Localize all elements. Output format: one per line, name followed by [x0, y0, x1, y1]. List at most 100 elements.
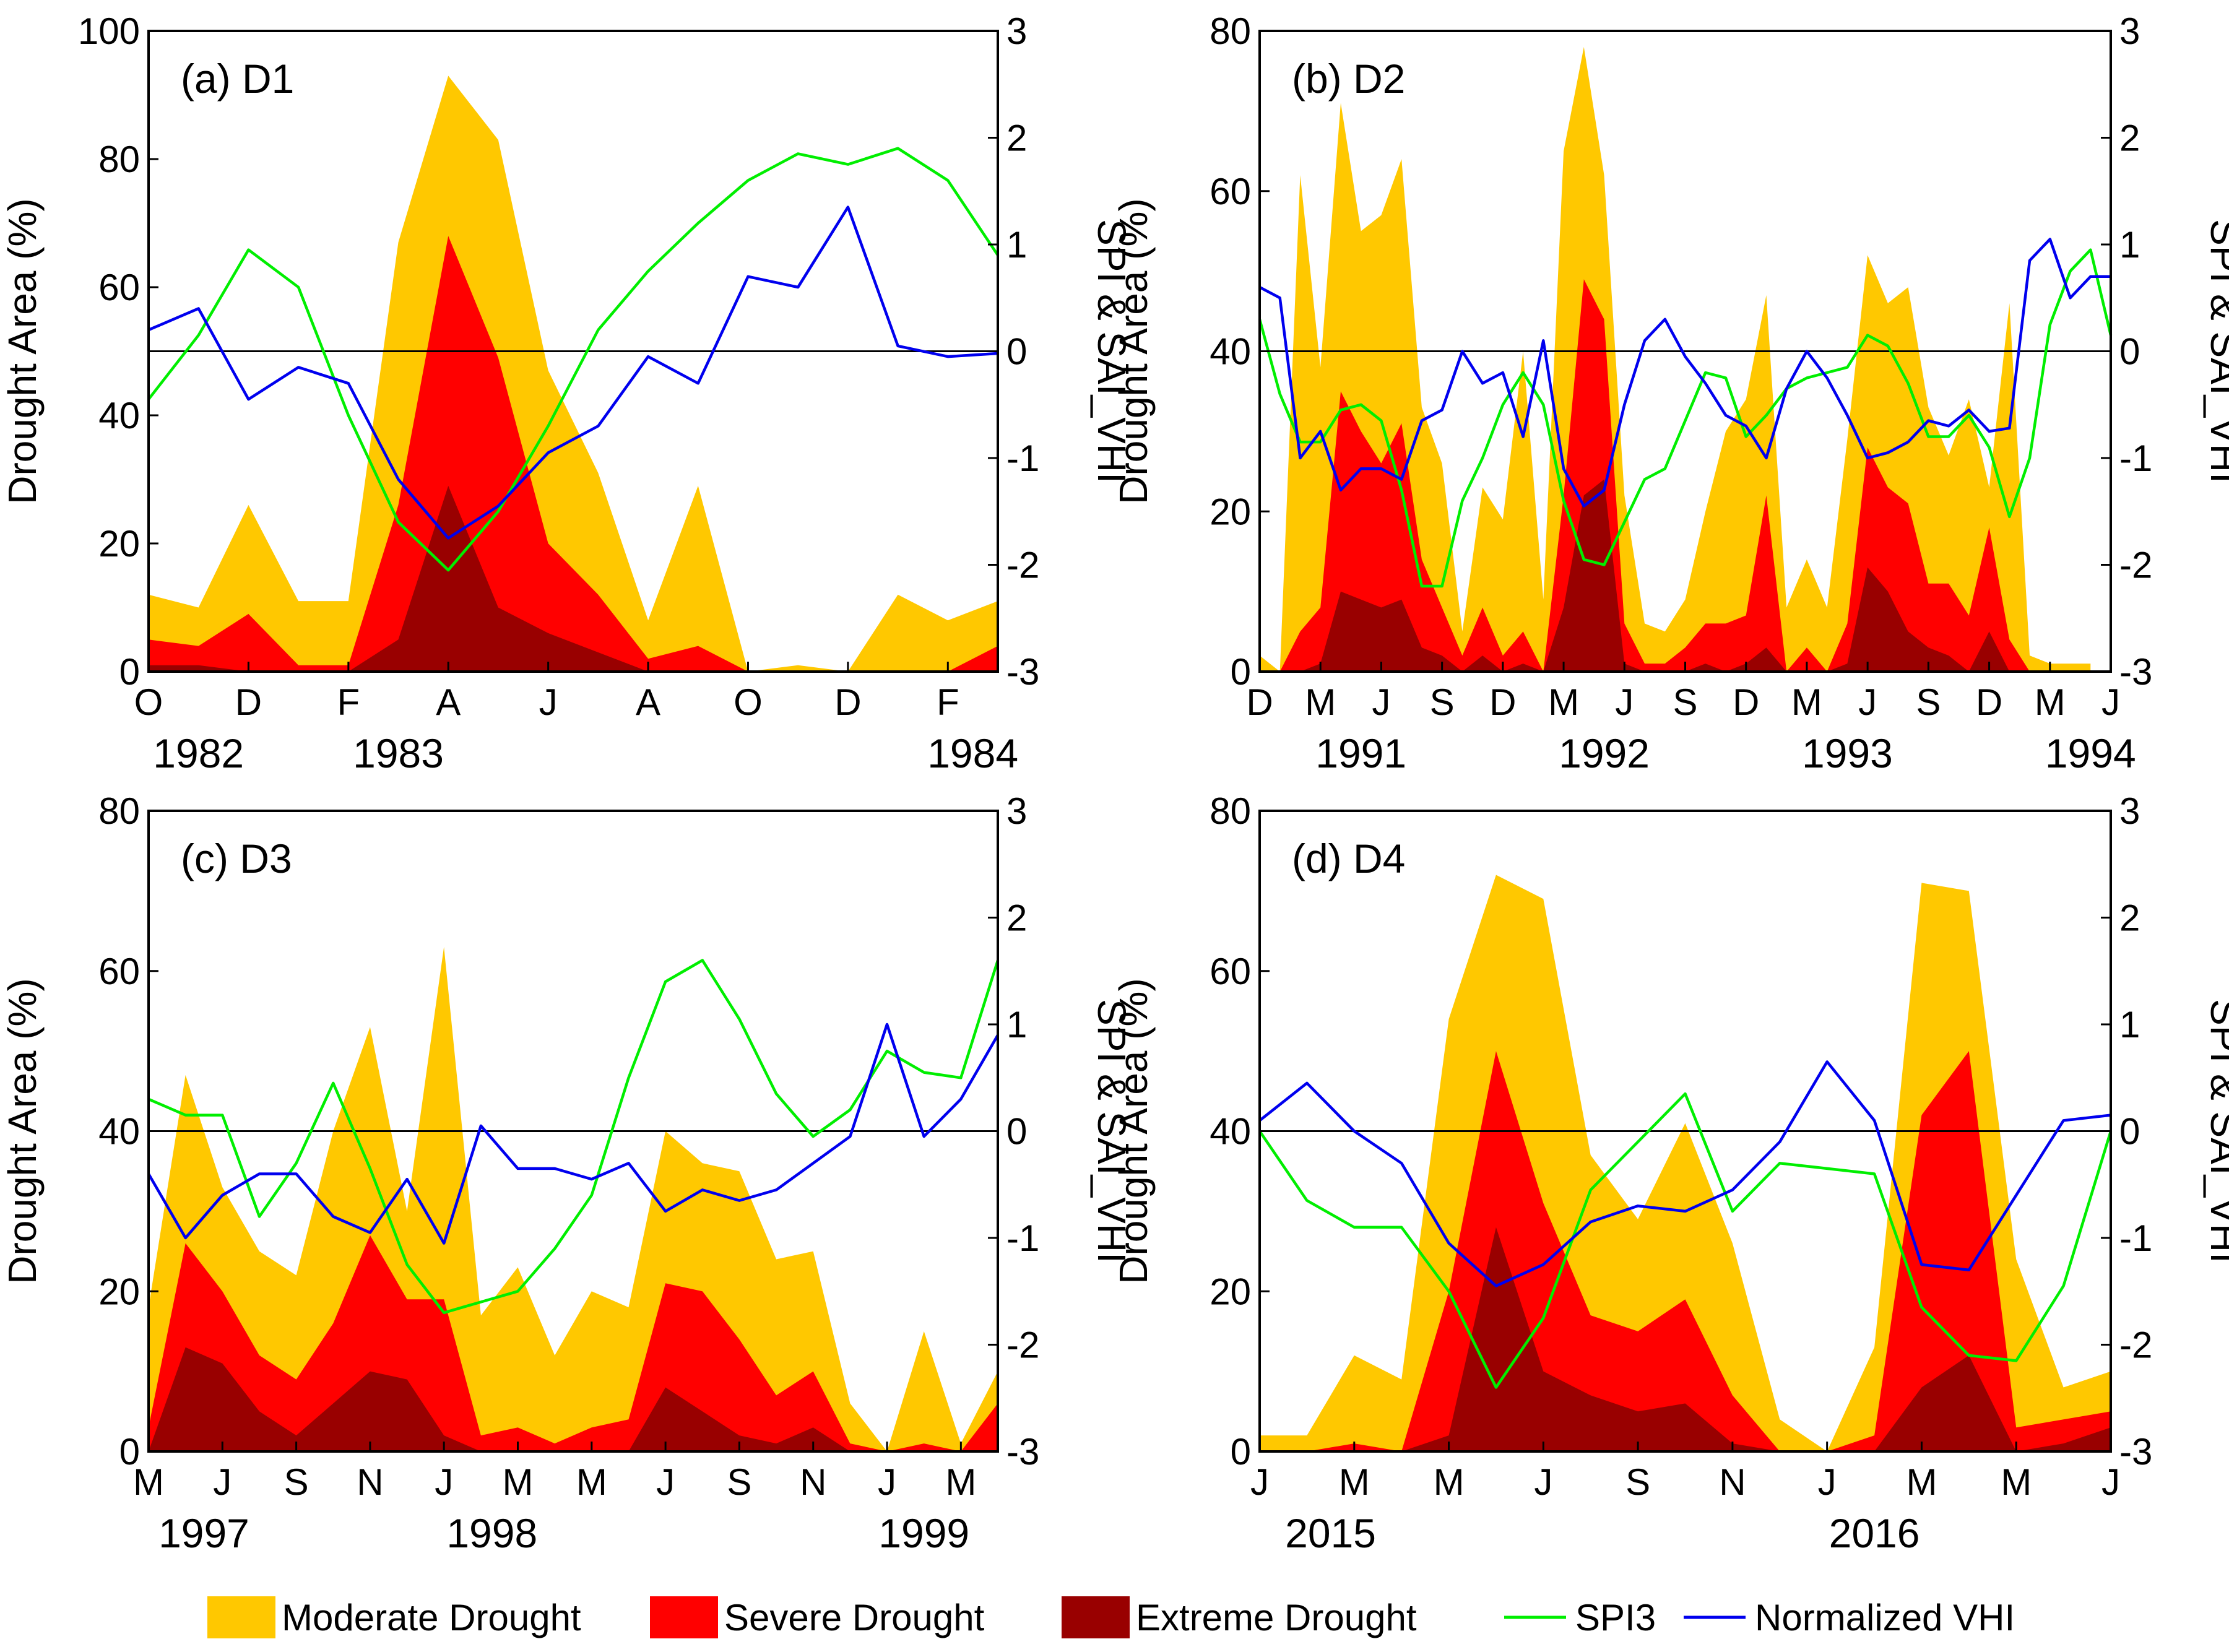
moderate-drought-area [149, 76, 998, 672]
y2-tick-label: 0 [1006, 1111, 1027, 1153]
x-tick-label: S [1673, 681, 1697, 723]
year-label: 1999 [878, 1510, 969, 1556]
y2-tick-label: -1 [1006, 1217, 1039, 1259]
y2-tick-label: 0 [2119, 1111, 2140, 1153]
severe-legend-label: Severe Drought [724, 1597, 985, 1638]
y-tick-label: 60 [1210, 171, 1251, 212]
year-label: 1998 [446, 1510, 537, 1556]
severe-drought-area [149, 236, 998, 672]
x-tick-label: M [1305, 681, 1336, 723]
y2-axis-label: SPI & SAI_VHI [2202, 999, 2229, 1263]
x-tick-label: J [1858, 681, 1877, 723]
x-tick-label: J [1615, 681, 1634, 723]
x-tick-label: A [636, 681, 660, 723]
extreme-drought-area [1260, 1227, 2111, 1451]
x-tick-label: J [539, 681, 558, 723]
panel-title: (c) D3 [181, 836, 292, 881]
y-tick-label: 60 [98, 951, 140, 992]
y2-tick-label: 1 [1006, 224, 1027, 266]
extreme-legend-swatch [1062, 1596, 1130, 1638]
y2-tick-label: 0 [1006, 331, 1027, 373]
y-tick-label: 20 [98, 1271, 140, 1312]
x-tick-label: M [1548, 681, 1579, 723]
x-tick-label: J [435, 1461, 453, 1503]
x-tick-label: J [1818, 1461, 1837, 1503]
y2-tick-label: 1 [2119, 1004, 2140, 1045]
x-tick-label: J [878, 1461, 896, 1503]
x-tick-label: M [1339, 1461, 1370, 1503]
x-tick-label: J [2101, 1461, 2120, 1503]
x-tick-label: M [1906, 1461, 1937, 1503]
y2-tick-label: -1 [2119, 438, 2152, 479]
year-label: 1982 [153, 730, 244, 776]
y2-tick-label: -2 [1006, 1325, 1039, 1366]
y-tick-label: 20 [1210, 1271, 1251, 1312]
year-label: 2015 [1285, 1510, 1376, 1556]
x-tick-label: J [656, 1461, 675, 1503]
spi3-line [1258, 1092, 2113, 1389]
x-tick-label: J [213, 1461, 232, 1503]
y2-tick-label: 2 [2119, 897, 2140, 939]
y-tick-label: 20 [98, 523, 140, 564]
x-tick-label: D [834, 681, 861, 723]
legend: Moderate Drought Severe Drought Extreme Dr… [207, 1596, 2015, 1638]
y2-axis-label: SPI & SAI_VHI [1089, 999, 1134, 1263]
x-tick-label: M [1434, 1461, 1465, 1503]
y-tick-label: 100 [78, 11, 140, 52]
spi3-line [1258, 248, 2113, 588]
panel-title: (a) D1 [181, 56, 294, 102]
x-tick-label: S [727, 1461, 751, 1503]
y2-tick-label: -1 [2119, 1217, 2152, 1259]
y2-tick-label: -3 [2119, 1431, 2152, 1473]
year-label: 1983 [353, 730, 444, 776]
x-tick-label: M [503, 1461, 534, 1503]
year-label: 1992 [1559, 730, 1650, 776]
y2-tick-label: -3 [2119, 651, 2152, 693]
y2-tick-label: 1 [1006, 1004, 1027, 1045]
spi-legend-label: SPI3 [1575, 1597, 1656, 1638]
x-tick-label: J [1250, 1461, 1269, 1503]
x-tick-label: S [1430, 681, 1455, 723]
x-tick-label: M [2001, 1461, 2032, 1503]
y2-tick-label: 2 [1006, 118, 1027, 159]
x-tick-label: O [134, 681, 163, 723]
severe-drought-area [1260, 279, 2091, 672]
vhi-line [1258, 238, 2111, 508]
y-tick-label: 20 [1210, 491, 1251, 532]
vhi-line [147, 1023, 999, 1245]
y2-tick-label: 2 [1006, 897, 1027, 939]
y-tick-label: 80 [98, 790, 140, 832]
x-tick-label: N [800, 1461, 826, 1503]
spi3-line [148, 959, 1000, 1315]
y-tick-label: 40 [98, 395, 140, 436]
x-tick-label: F [337, 681, 360, 723]
moderate-legend-label: Moderate Drought [282, 1597, 581, 1638]
x-tick-label: S [1916, 681, 1941, 723]
x-tick-label: D [1976, 681, 2002, 723]
y2-tick-label: 3 [1006, 790, 1027, 832]
x-tick-label: N [357, 1461, 383, 1503]
x-tick-label: D [1489, 681, 1516, 723]
year-label: 1994 [2045, 730, 2136, 776]
y-tick-label: 80 [1210, 11, 1251, 52]
panel-1: 0 20 40 60 80 100 -3 -2 -1 0 1 2 3 O D F A J A O D F 1982 1983 1… [0, 11, 1134, 776]
spi3-line [147, 147, 999, 572]
y-axis-label: Drought Area (%) [0, 978, 45, 1284]
y2-tick-label: 0 [2119, 331, 2140, 373]
vhi-line [1258, 1060, 2111, 1287]
y2-tick-label: 3 [1006, 11, 1027, 52]
x-tick-label: O [734, 681, 763, 723]
y2-tick-label: -3 [1006, 651, 1039, 693]
x-tick-label: J [2101, 681, 2120, 723]
x-tick-label: J [1534, 1461, 1552, 1503]
x-tick-label: S [284, 1461, 309, 1503]
y2-tick-label: 3 [2119, 790, 2140, 832]
y-tick-label: 60 [98, 267, 140, 308]
y-tick-label: 80 [1210, 790, 1251, 832]
y-tick-label: 40 [1210, 1111, 1251, 1153]
x-tick-label: F [937, 681, 959, 723]
x-tick-label: M [133, 1461, 164, 1503]
year-label: 1991 [1315, 730, 1406, 776]
